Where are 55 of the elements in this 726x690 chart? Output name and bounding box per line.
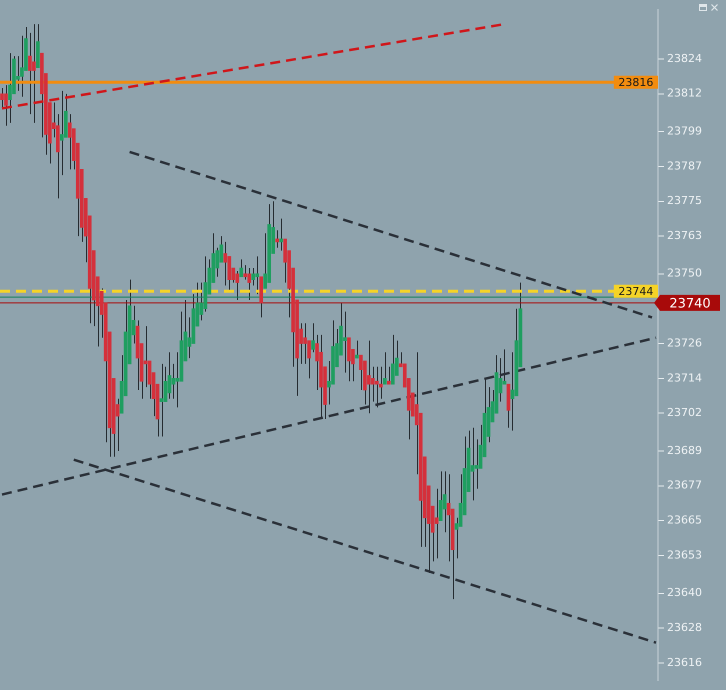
y-tick-label: 23812 bbox=[667, 86, 702, 100]
candlestick bbox=[68, 114, 72, 170]
ref-line-label: 23740 bbox=[669, 296, 711, 312]
candlestick bbox=[359, 354, 363, 391]
candlestick bbox=[32, 24, 36, 124]
y-tick-label: 23824 bbox=[667, 52, 702, 65]
y-tick-label: 23750 bbox=[667, 266, 702, 280]
candlestick bbox=[243, 264, 248, 280]
candlestick bbox=[311, 322, 315, 353]
candlestick bbox=[144, 326, 148, 388]
candlestick bbox=[60, 90, 64, 176]
y-tick-label: 23775 bbox=[667, 194, 702, 208]
y-tick-label: 23689 bbox=[667, 444, 702, 457]
candlestick bbox=[390, 334, 395, 385]
y-tick-label: 23763 bbox=[667, 228, 702, 242]
y-tick-label: 23653 bbox=[667, 548, 702, 562]
candlestick bbox=[386, 366, 391, 385]
candlestick bbox=[247, 268, 252, 300]
candlestick bbox=[20, 35, 24, 98]
candlestick bbox=[223, 241, 228, 286]
ref-line-label: 23744 bbox=[618, 285, 654, 298]
candlestick bbox=[160, 363, 164, 437]
y-tick-label: 23628 bbox=[667, 620, 702, 634]
candlestick bbox=[470, 427, 474, 501]
candlestick bbox=[371, 366, 375, 402]
y-tick-label: 23677 bbox=[667, 478, 702, 492]
y-tick-label: 23702 bbox=[667, 406, 702, 420]
candlestick bbox=[16, 56, 20, 92]
candlestick bbox=[375, 366, 379, 408]
candlestick bbox=[303, 322, 307, 364]
candlestick bbox=[343, 311, 347, 374]
candlestick bbox=[235, 270, 240, 300]
y-tick-label: 23665 bbox=[667, 514, 702, 527]
y-tick-label: 23640 bbox=[667, 586, 702, 600]
candlestick bbox=[168, 352, 172, 400]
y-tick-label: 23787 bbox=[667, 159, 702, 172]
candlestick bbox=[434, 488, 439, 559]
candlestick bbox=[8, 52, 12, 124]
candlestick bbox=[251, 268, 256, 286]
candlestick bbox=[279, 218, 283, 252]
candlestick bbox=[355, 340, 359, 359]
candlestick bbox=[28, 32, 32, 115]
candlestick bbox=[255, 256, 260, 295]
y-tick-label: 23726 bbox=[667, 336, 702, 350]
candlestick bbox=[367, 340, 371, 414]
candlestick bbox=[446, 474, 450, 562]
candlestick bbox=[4, 84, 8, 126]
y-tick-label: 23799 bbox=[667, 124, 702, 138]
candlestick bbox=[474, 438, 478, 490]
candlestick bbox=[442, 470, 446, 533]
ref-line-label: 23816 bbox=[618, 76, 654, 90]
candlestick bbox=[275, 230, 279, 248]
y-tick-label: 23616 bbox=[667, 656, 702, 669]
y-tick-label: 23714 bbox=[667, 371, 702, 384]
candlestick bbox=[0, 88, 4, 109]
